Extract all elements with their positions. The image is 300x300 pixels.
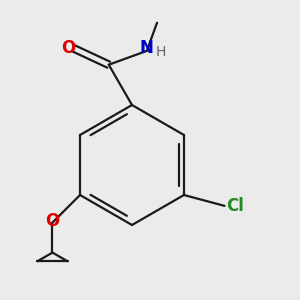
Text: Cl: Cl	[226, 197, 244, 215]
Text: O: O	[61, 39, 75, 57]
Text: N: N	[140, 40, 154, 58]
Text: O: O	[45, 212, 60, 230]
Text: H: H	[156, 45, 166, 59]
